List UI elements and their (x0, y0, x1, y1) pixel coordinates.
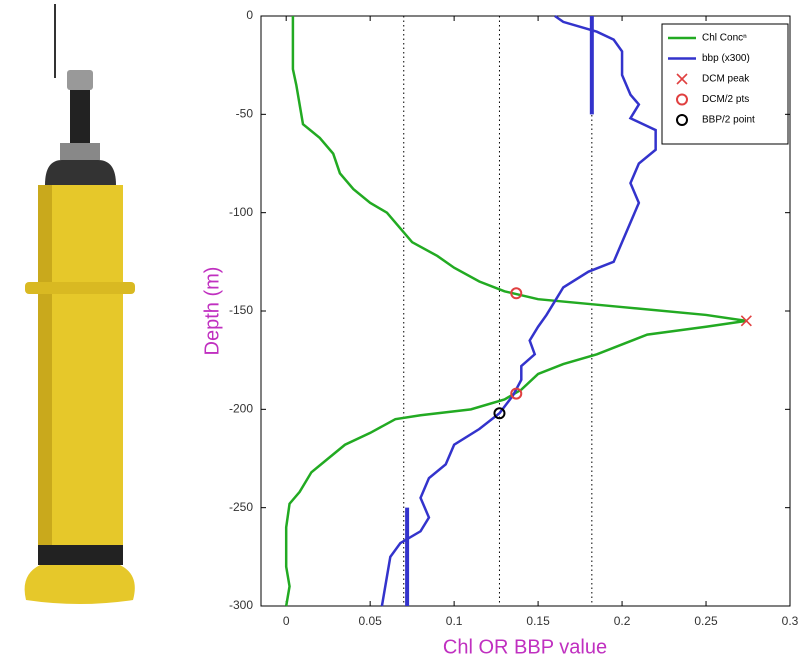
marker-circle (676, 93, 688, 106)
legend-label: DCM peak (702, 74, 750, 85)
y-tick-label: -100 (229, 205, 253, 219)
legend-label: DCM/2 pts (702, 94, 749, 105)
marker-circle (510, 387, 523, 400)
marker-x-stroke (740, 315, 752, 327)
y-tick-label: -50 (236, 107, 254, 121)
x-tick-label: 0.2 (614, 614, 631, 628)
marker-x (676, 73, 688, 85)
marker-circle (493, 407, 506, 420)
y-tick-label: 0 (246, 8, 253, 22)
legend-label: Chl Concⁿ (702, 33, 747, 44)
y-tick-label: -150 (229, 303, 253, 317)
x-tick-label: 0.05 (358, 614, 382, 628)
marker-x (740, 315, 752, 327)
float-illustration (24, 4, 135, 604)
marker-circle (676, 114, 688, 126)
marker-x-stroke (676, 73, 688, 85)
marker-circle (510, 287, 523, 300)
y-axis-label: Depth (m) (201, 267, 223, 356)
profile-line (284, 16, 747, 607)
x-tick-label: 0.15 (526, 614, 550, 628)
y-tick-label: -250 (229, 500, 253, 514)
x-axis-label: Chl OR BBP value (443, 636, 607, 658)
x-tick-label: 0.25 (694, 614, 718, 628)
x-tick-label: 0.3 (782, 614, 799, 628)
legend-label: BBP/2 point (702, 115, 755, 126)
legend: Chl Concⁿ bbp (x300) DCM peak DCM/2 pts BBP/… (661, 23, 789, 145)
profile-line (380, 14, 657, 607)
x-tick-label: 0.1 (446, 614, 463, 628)
x-tick-label: 0 (283, 614, 290, 628)
y-tick-label: -300 (229, 598, 253, 612)
legend-label: bbp (x300) (702, 53, 750, 64)
y-tick-label: -200 (229, 402, 253, 416)
